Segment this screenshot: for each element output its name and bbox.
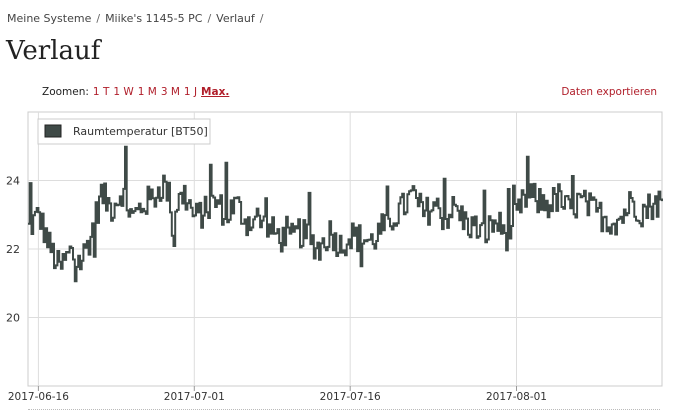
x-tick-label: 2017-06-16 bbox=[8, 391, 69, 403]
zoom-label: Zoomen: bbox=[42, 86, 89, 98]
legend-label: Raumtemperatur [BT50] bbox=[73, 125, 208, 138]
breadcrumb-separator: / bbox=[96, 12, 101, 25]
chart-legend: Raumtemperatur [BT50] bbox=[37, 118, 211, 145]
breadcrumb-item-history[interactable]: Verlauf bbox=[216, 12, 255, 25]
page-title: Verlauf bbox=[6, 36, 101, 66]
x-tick-label: 2017-07-16 bbox=[320, 391, 381, 403]
zoom-1-month[interactable]: 1 M bbox=[137, 86, 157, 98]
zoom-1-day[interactable]: 1 T bbox=[92, 86, 110, 98]
breadcrumb-separator: / bbox=[207, 12, 212, 25]
zoom-1-week[interactable]: 1 W bbox=[113, 86, 134, 98]
x-tick-label: 2017-07-01 bbox=[164, 391, 225, 403]
chart-axes: 20 22 24 2017-06-16 2017-07-01 2017-07-16 2017… bbox=[6, 175, 547, 404]
chart-grid bbox=[27, 111, 663, 387]
breadcrumb-item-system[interactable]: Miike's 1145-5 PC bbox=[105, 12, 203, 25]
export-data-link[interactable]: Daten exportieren bbox=[561, 86, 657, 98]
navigator-divider bbox=[28, 409, 660, 410]
zoom-1-year[interactable]: 1 J bbox=[183, 86, 198, 98]
breadcrumb: Meine Systeme / Miike's 1145-5 PC / Verlauf / bbox=[7, 12, 268, 25]
zoom-3-months[interactable]: 3 M bbox=[160, 86, 180, 98]
series-line-raumtemperatur bbox=[28, 145, 663, 283]
legend-box bbox=[37, 118, 211, 145]
zoom-max[interactable]: Max. bbox=[201, 86, 230, 98]
breadcrumb-item-systems[interactable]: Meine Systeme bbox=[7, 12, 92, 25]
y-tick-label: 22 bbox=[6, 243, 20, 256]
y-tick-label: 20 bbox=[6, 312, 20, 325]
y-tick-label: 24 bbox=[6, 175, 20, 188]
chart-series bbox=[28, 145, 663, 283]
x-tick-label: 2017-08-01 bbox=[486, 391, 547, 403]
breadcrumb-separator: / bbox=[259, 12, 264, 25]
legend-swatch bbox=[44, 124, 62, 138]
